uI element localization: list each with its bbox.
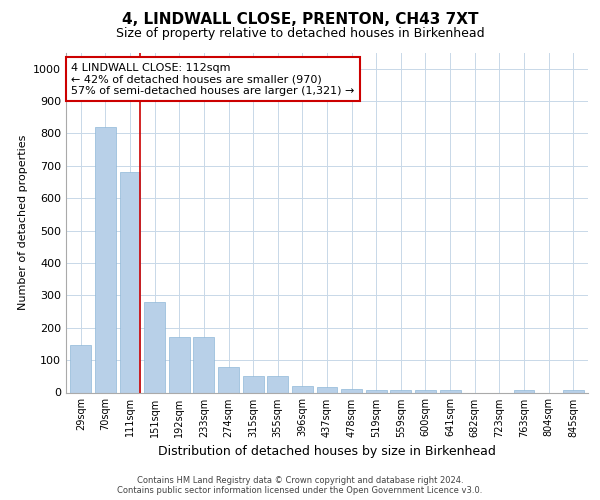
X-axis label: Distribution of detached houses by size in Birkenhead: Distribution of detached houses by size …: [158, 445, 496, 458]
Bar: [292, 386, 313, 392]
Bar: [119, 172, 140, 392]
Bar: [440, 390, 461, 392]
Bar: [563, 390, 584, 392]
Bar: [218, 367, 239, 392]
Bar: [415, 390, 436, 392]
Bar: [317, 386, 337, 392]
Text: Size of property relative to detached houses in Birkenhead: Size of property relative to detached ho…: [116, 28, 484, 40]
Text: Contains HM Land Registry data © Crown copyright and database right 2024.
Contai: Contains HM Land Registry data © Crown c…: [118, 476, 482, 495]
Y-axis label: Number of detached properties: Number of detached properties: [17, 135, 28, 310]
Bar: [267, 376, 288, 392]
Text: 4, LINDWALL CLOSE, PRENTON, CH43 7XT: 4, LINDWALL CLOSE, PRENTON, CH43 7XT: [122, 12, 478, 28]
Bar: [169, 338, 190, 392]
Text: 4 LINDWALL CLOSE: 112sqm
← 42% of detached houses are smaller (970)
57% of semi-: 4 LINDWALL CLOSE: 112sqm ← 42% of detach…: [71, 62, 355, 96]
Bar: [366, 390, 387, 392]
Bar: [144, 302, 165, 392]
Bar: [391, 390, 412, 392]
Bar: [341, 390, 362, 392]
Bar: [95, 127, 116, 392]
Bar: [514, 390, 535, 392]
Bar: [70, 344, 91, 393]
Bar: [193, 338, 214, 392]
Bar: [242, 376, 263, 392]
